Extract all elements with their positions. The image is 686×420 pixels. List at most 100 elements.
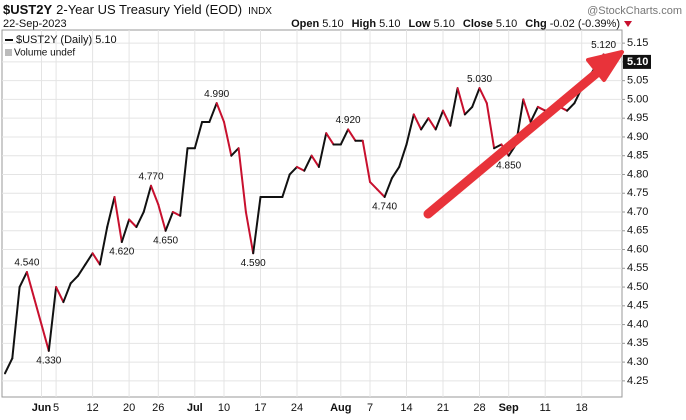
price-segment — [347, 128, 357, 142]
y-tick-label: 5.15 — [627, 37, 648, 49]
data-label: 4.590 — [241, 258, 266, 269]
data-label: 4.990 — [204, 89, 229, 100]
price-segment — [463, 105, 474, 116]
y-tick-label: 4.90 — [627, 131, 648, 143]
price-segment — [62, 282, 72, 304]
price-segment — [4, 357, 14, 375]
price-segment — [55, 286, 65, 304]
x-tick-label: 18 — [576, 402, 588, 414]
price-segment — [113, 195, 123, 244]
quote-label: Chg — [525, 18, 546, 30]
quote-value: 5.10 — [496, 18, 517, 30]
price-segment — [98, 226, 109, 266]
x-tick-label: 7 — [367, 402, 373, 414]
data-label: 4.330 — [36, 355, 61, 366]
x-tick-label: 26 — [152, 402, 164, 414]
price-line — [4, 53, 612, 375]
legend-entry: Volume undef — [14, 48, 75, 59]
price-segment — [135, 210, 145, 229]
price-segment — [244, 210, 255, 255]
plot-frame — [1, 29, 623, 398]
price-segment — [142, 184, 152, 213]
y-tick-label: 4.80 — [627, 168, 648, 180]
change-indicator — [624, 21, 632, 27]
price-segment — [193, 120, 204, 150]
price-segment — [529, 105, 539, 123]
header-title: $UST2Y 2-Year US Treasury Yield (EOD) INDX — [3, 2, 272, 17]
price-segment — [456, 87, 466, 116]
price-segment — [106, 195, 116, 229]
price-segment — [442, 109, 452, 127]
price-segment — [25, 271, 36, 300]
quote-value: 5.10 — [379, 18, 400, 30]
price-segment — [120, 218, 131, 244]
quote-label: Close — [463, 18, 493, 30]
data-label: 4.740 — [372, 202, 397, 213]
price-segment — [164, 210, 174, 232]
data-label: 4.920 — [336, 115, 361, 126]
x-tick-label: 10 — [218, 402, 230, 414]
x-tick-label: 12 — [86, 402, 98, 414]
arrow-head — [586, 50, 624, 82]
legend: $UST2Y (Daily) 5.10 Volume undef — [5, 34, 117, 59]
price-segment — [478, 87, 488, 105]
legend-swatch — [5, 49, 12, 56]
x-tick-label: 28 — [473, 402, 485, 414]
watermark: @StockCharts.com — [587, 5, 682, 17]
quote-value: -0.02 (-0.39%) — [550, 18, 620, 30]
price-segment — [310, 154, 320, 168]
y-tick-label: 4.60 — [627, 243, 648, 255]
price-segment — [33, 297, 43, 326]
y-tick-label: 4.65 — [627, 225, 648, 237]
arrow-shaft — [423, 67, 603, 219]
price-segment — [230, 147, 240, 157]
price-segment — [566, 102, 576, 112]
quote-label: Low — [408, 18, 430, 30]
quote-label: High — [352, 18, 377, 30]
x-tick-label: 24 — [291, 402, 303, 414]
y-tick-label: 4.85 — [627, 150, 648, 162]
price-segment — [303, 154, 313, 172]
price-segment — [383, 177, 393, 198]
security-name: 2-Year US Treasury Yield (EOD) — [56, 2, 242, 17]
price-segment — [493, 143, 503, 150]
x-tick-label: Aug — [330, 402, 351, 414]
y-tick-label: 5.00 — [627, 93, 648, 105]
x-tick-label: 21 — [437, 402, 449, 414]
price-segment — [237, 147, 247, 213]
y-tick-label: 4.40 — [627, 318, 648, 330]
x-tick-label: Jun — [32, 402, 52, 414]
legend-entry: $UST2Y (Daily) 5.10 — [16, 34, 117, 46]
data-label: 4.850 — [496, 160, 521, 171]
price-segment — [69, 274, 79, 285]
y-tick-label: 4.95 — [627, 112, 648, 124]
exchange: INDX — [248, 6, 272, 17]
x-tick-label: 11 — [539, 402, 550, 414]
price-segment — [77, 263, 87, 277]
price-segment — [150, 184, 160, 206]
price-segment — [361, 139, 371, 183]
quote-label: Open — [291, 18, 319, 30]
price-segment — [171, 210, 182, 217]
y-tick-label: 5.05 — [627, 75, 648, 87]
y-tick-label: 4.55 — [627, 262, 648, 274]
price-segment — [296, 165, 306, 172]
price-segment — [339, 128, 350, 146]
data-labels: 4.540 4.330 4.620 4.770 4.650 4.990 4.590 4.920… — [14, 40, 616, 366]
x-tick-label: Sep — [499, 402, 519, 414]
price-segment — [281, 173, 291, 198]
price-segment — [11, 286, 21, 360]
x-tick-label: 17 — [254, 402, 266, 414]
y-tick-label: 4.75 — [627, 187, 648, 199]
grid — [2, 30, 625, 397]
x-tick-label: Jul — [187, 402, 203, 414]
quote-value: 5.10 — [322, 18, 343, 30]
last-price-label: 5.10 — [627, 56, 648, 68]
symbol: $UST2Y — [3, 2, 52, 17]
quote: Open 5.10 High 5.10 Low 5.10 Close 5.10 Chg -0.02… — [291, 18, 620, 30]
price-segment — [215, 102, 225, 123]
x-tick-label: 5 — [53, 402, 59, 414]
quote-value: 5.10 — [433, 18, 454, 30]
price-segment — [376, 188, 386, 198]
